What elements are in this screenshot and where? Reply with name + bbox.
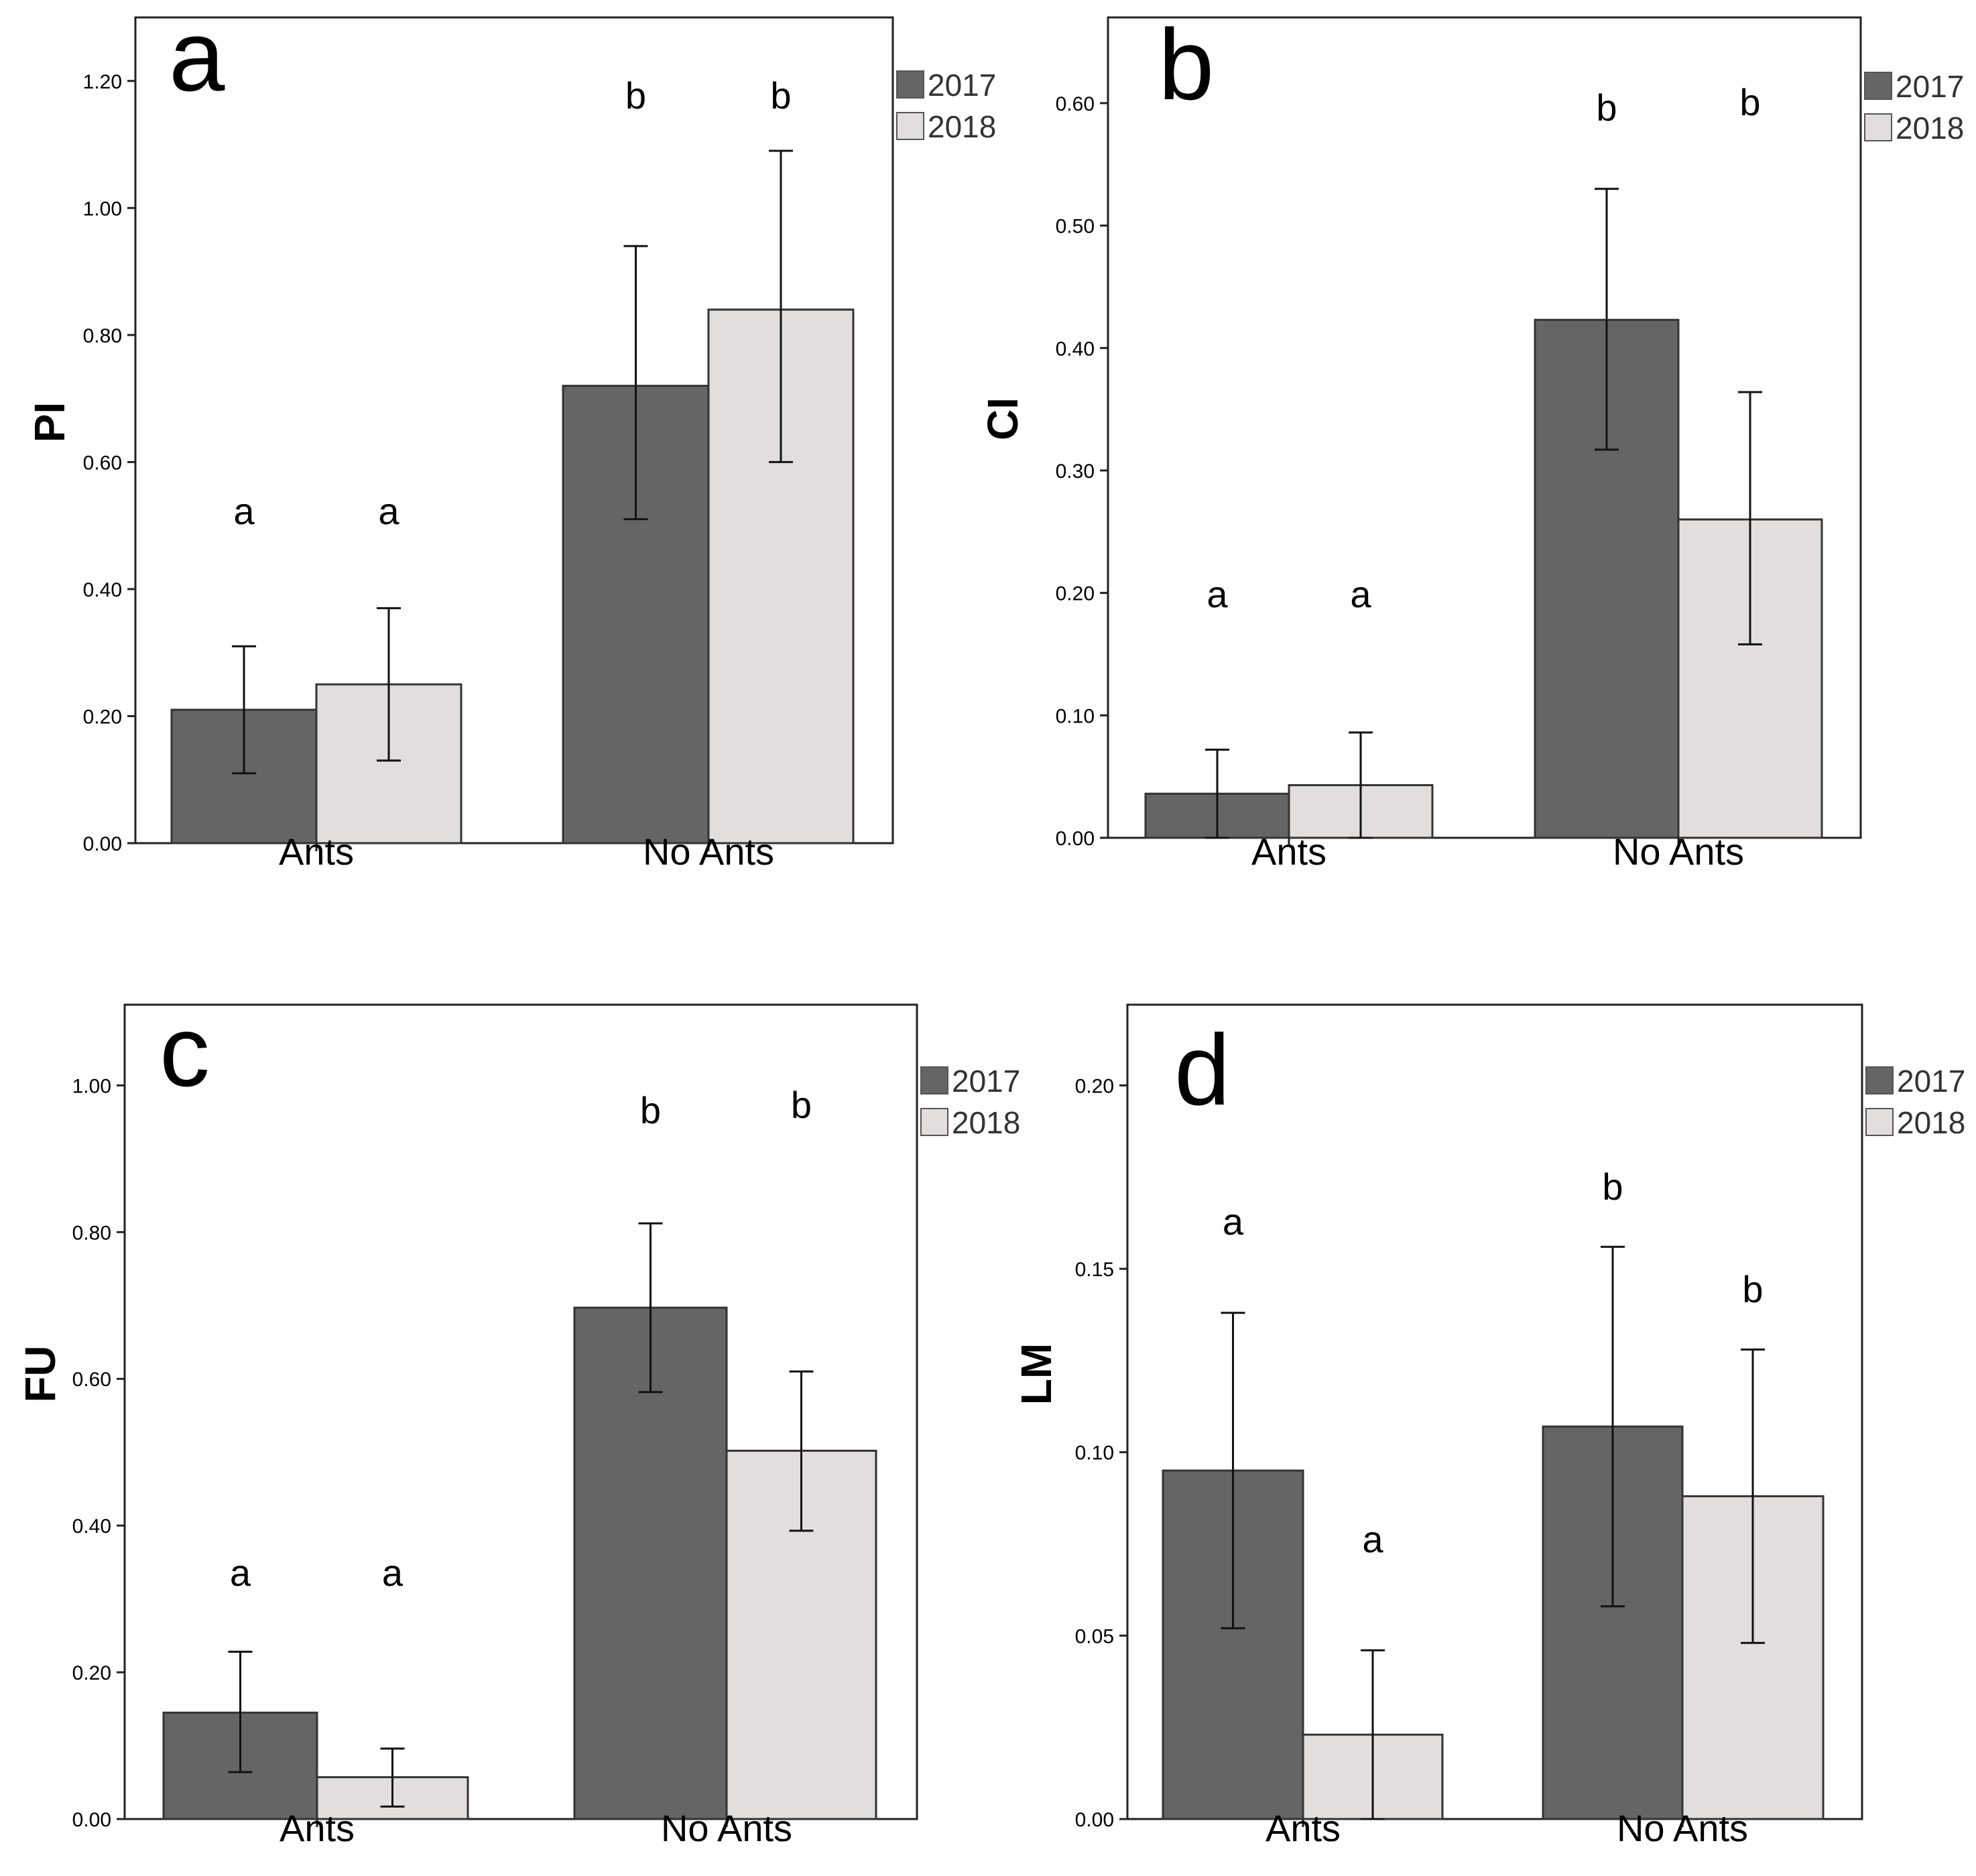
y-tick-label: 0.60 xyxy=(72,1369,111,1391)
y-tick-label: 0.20 xyxy=(1075,1075,1114,1097)
significance-letter: b xyxy=(640,1089,661,1131)
y-tick-label: 0.10 xyxy=(1056,705,1095,727)
y-tick-label: 0.50 xyxy=(1056,216,1095,238)
legend-label: 2017 xyxy=(952,1064,1020,1099)
legend-swatch-2018 xyxy=(1864,113,1892,141)
category-label: No Ants xyxy=(1617,1807,1748,1849)
significance-letter: a xyxy=(233,490,255,532)
legend-swatch-2018 xyxy=(920,1108,948,1136)
significance-letter: a xyxy=(230,1552,251,1594)
y-tick-label: 0.00 xyxy=(1075,1809,1114,1831)
category-label: Ants xyxy=(1265,1807,1341,1849)
legend-label: 2018 xyxy=(1897,1105,1965,1140)
significance-letter: b xyxy=(1739,81,1760,123)
legend-label: 2018 xyxy=(952,1105,1020,1140)
legend-swatch-2017 xyxy=(920,1066,948,1095)
y-tick-label: 0.60 xyxy=(83,452,122,474)
significance-letter: b xyxy=(1742,1268,1763,1310)
y-tick-label: 0.30 xyxy=(1056,460,1095,483)
legend-label: 2017 xyxy=(1896,69,1964,104)
y-axis-label: FU xyxy=(16,1345,64,1402)
category-label: No Ants xyxy=(1613,830,1744,873)
y-tick-label: 1.00 xyxy=(83,198,122,220)
panel-b: 0.00 0.10 0.20 0.30 0.40 0.50 0.60 b b a a Ants No A… xyxy=(979,8,1964,873)
category-label: Ants xyxy=(279,830,354,873)
y-tick-label: 0.80 xyxy=(83,325,122,347)
significance-letter: a xyxy=(378,490,399,532)
category-label: No Ants xyxy=(661,1807,792,1849)
y-tick-label: 0.20 xyxy=(1056,583,1095,605)
legend-swatch-2018 xyxy=(896,112,924,140)
significance-letter: a xyxy=(1362,1518,1383,1560)
significance-letter: a xyxy=(1223,1200,1244,1243)
panel-letter: c xyxy=(160,995,210,1107)
category-label: Ants xyxy=(280,1807,355,1849)
y-axis-label: PI xyxy=(25,402,74,442)
y-tick-label: 1.00 xyxy=(72,1075,111,1097)
legend-label: 2017 xyxy=(928,68,996,103)
significance-letter: b xyxy=(1602,1166,1623,1208)
y-tick-label: 0.05 xyxy=(1075,1625,1114,1647)
y-tick-label: 0.00 xyxy=(83,833,122,855)
panel-d: 0.00 0.05 0.10 0.15 0.20 a a b b Ants No Ants d 2017… xyxy=(1012,1003,1965,1849)
y-tick-label: 0.20 xyxy=(72,1662,111,1684)
panel-letter: d xyxy=(1174,1013,1230,1126)
legend-label: 2018 xyxy=(928,109,996,144)
significance-letter: b xyxy=(770,74,791,117)
legend-label: 2017 xyxy=(1897,1064,1965,1099)
y-tick-label: 1.20 xyxy=(83,71,122,93)
significance-letter: a xyxy=(1350,573,1371,615)
legend-swatch-2017 xyxy=(1865,1066,1894,1095)
significance-letter: b xyxy=(791,1084,812,1126)
legend-swatch-2017 xyxy=(896,70,924,99)
panel-letter: a xyxy=(169,0,225,112)
category-label: Ants xyxy=(1251,830,1326,873)
y-tick-label: 0.40 xyxy=(83,579,122,601)
panel-letter: b xyxy=(1158,8,1214,121)
panel-c: 0.00 0.20 0.40 0.60 0.80 1.00 b b a a Ants No Ants c… xyxy=(16,995,1020,1849)
legend-swatch-2018 xyxy=(1865,1108,1894,1136)
bar-2018-ants xyxy=(315,683,462,845)
y-axis-label: LM xyxy=(1012,1343,1060,1405)
y-tick-label: 0.80 xyxy=(72,1222,111,1244)
y-tick-label: 0.40 xyxy=(72,1515,111,1538)
significance-letter: a xyxy=(1207,573,1228,615)
significance-letter: a xyxy=(382,1552,404,1594)
category-label: No Ants xyxy=(643,830,774,873)
significance-letter: b xyxy=(625,74,646,117)
y-tick-label: 0.60 xyxy=(1056,93,1095,115)
legend-label: 2018 xyxy=(1896,111,1964,145)
y-tick-label: 0.00 xyxy=(72,1809,111,1831)
y-tick-label: 0.15 xyxy=(1075,1259,1114,1281)
y-tick-label: 0.20 xyxy=(83,706,122,728)
y-tick-label: 0.00 xyxy=(1056,828,1095,850)
y-tick-label: 0.10 xyxy=(1075,1442,1114,1464)
legend-swatch-2017 xyxy=(1864,72,1892,100)
panel-a: 0.00 0.20 0.40 0.60 0.80 1.00 1.20 b b a a Ants No A… xyxy=(25,0,996,873)
y-tick-label: 0.40 xyxy=(1056,338,1095,360)
significance-letter: b xyxy=(1596,86,1617,129)
y-axis-label: CI xyxy=(979,397,1027,440)
